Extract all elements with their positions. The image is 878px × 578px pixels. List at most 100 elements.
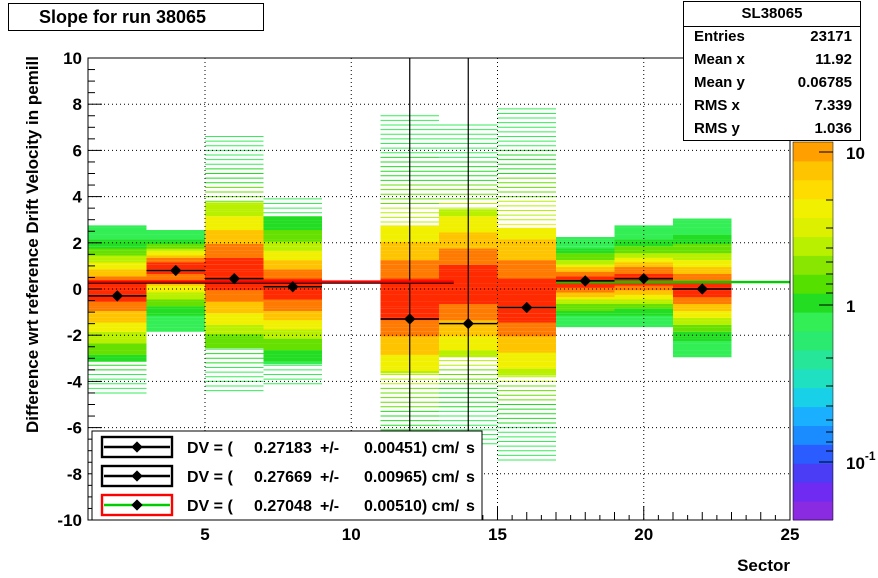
stats-key: Mean x	[694, 51, 745, 68]
color-scale-segment	[793, 160, 833, 181]
stats-key: RMS x	[694, 97, 740, 114]
legend: DV = ( 0.27183 +/- 0.00451) cm/s DV = ( 0.276…	[91, 430, 483, 521]
heatmap-column	[205, 136, 264, 392]
legend-prefix: DV = (	[187, 469, 233, 486]
y-tick-label: -4	[67, 372, 83, 391]
legend-prefix: DV = (	[187, 440, 233, 457]
y-tick-label: 2	[73, 234, 82, 253]
y-tick-label: 8	[73, 95, 82, 114]
stats-value: 0.06785	[797, 74, 852, 91]
legend-pm: +/-	[320, 498, 339, 515]
stats-key: Mean y	[694, 74, 745, 91]
y-tick-label: -2	[67, 326, 82, 345]
x-tick-label: 15	[488, 525, 507, 544]
color-scale-segment	[793, 501, 833, 521]
stats-box: SL38065 Entries 23171 Mean x 11.92 Mean …	[683, 1, 861, 141]
color-scale-segment	[793, 312, 833, 332]
data-point	[696, 283, 708, 295]
heatmap-column	[263, 198, 322, 385]
legend-pm: +/-	[320, 440, 339, 457]
stats-value: 23171	[810, 28, 852, 45]
legend-pm: +/-	[320, 469, 339, 486]
y-tick-label: 6	[73, 141, 82, 160]
data-point	[228, 272, 240, 285]
color-scale-segment	[793, 406, 833, 426]
color-scale-segment	[793, 142, 833, 162]
legend-prefix: DV = (	[187, 498, 233, 515]
data-point	[579, 275, 591, 287]
legend-swatch-frame	[100, 464, 174, 488]
y-tick-label: 0	[73, 280, 82, 299]
legend-value: 0.27183	[254, 440, 312, 457]
data-point	[521, 301, 533, 314]
x-tick-label: 20	[634, 525, 653, 544]
stats-value: 11.92	[815, 51, 852, 68]
x-tick-label: 5	[200, 525, 209, 544]
x-tick-label: 10	[342, 525, 361, 544]
color-scale-segment	[793, 331, 833, 351]
stats-row: Entries 23171	[694, 28, 852, 50]
y-tick-label: -10	[57, 511, 82, 530]
legend-entry: DV = ( 0.27048 +/- 0.00510) cm/s	[100, 493, 475, 517]
y-tick-label: 4	[73, 188, 83, 207]
stats-value: 1.036	[814, 120, 852, 137]
color-scale-segment	[793, 425, 833, 445]
data-point	[462, 317, 474, 330]
legend-entry: DV = ( 0.27183 +/- 0.00451) cm/s	[100, 435, 475, 459]
heatmap-column	[146, 230, 205, 332]
color-scale-segment	[793, 236, 833, 256]
data-point	[404, 313, 416, 325]
x-axis-label: Sector	[737, 556, 790, 575]
legend-value: 0.27669	[254, 469, 312, 486]
color-scale-segment	[793, 349, 833, 370]
stats-row: Mean y 0.06785	[694, 74, 852, 96]
heatmap-column	[614, 225, 673, 328]
legend-error: 0.00510) cm/	[364, 498, 460, 515]
legend-unit: s	[466, 498, 475, 515]
color-scale-segment	[793, 293, 833, 313]
chart-title: Slope for run 38065	[39, 7, 207, 27]
legend-value: 0.27048	[254, 498, 312, 515]
legend-swatch-marker	[131, 470, 143, 482]
stats-name: SL38065	[684, 2, 860, 27]
heatmap-column	[673, 218, 732, 358]
x-axis: 5 10 15 20 25	[87, 506, 800, 544]
color-scale: 10 1 10-1	[792, 141, 876, 521]
x-tick-label: 25	[781, 525, 800, 544]
color-scale-frame	[792, 141, 834, 521]
y-tick-label: 10	[63, 49, 82, 68]
legend-unit: s	[466, 440, 475, 457]
title-box: Slope for run 38065	[8, 3, 264, 31]
color-scale-segment	[793, 463, 833, 483]
stats-row: RMS x 7.339	[694, 97, 852, 119]
legend-entry: DV = ( 0.27669 +/- 0.00965) cm/s	[100, 464, 475, 488]
legend-error: 0.00965) cm/	[364, 469, 460, 486]
stats-value: 7.339	[814, 97, 852, 114]
color-scale-segment	[793, 368, 833, 389]
color-scale-segment	[793, 444, 833, 464]
y-axis: -10 -8 -6 -4 -2 0 2 4 6 8 10	[57, 49, 102, 530]
legend-error: 0.00451) cm/	[364, 440, 460, 457]
legend-swatch-marker	[131, 441, 143, 453]
color-scale-label: 10-1	[846, 449, 876, 473]
color-scale-segment	[793, 482, 833, 502]
legend-swatch-frame	[100, 435, 174, 459]
color-scale-segment	[793, 217, 833, 237]
y-tick-label: -6	[67, 419, 82, 438]
legend-unit: s	[466, 469, 475, 486]
color-scale-label: 1	[846, 297, 855, 316]
stats-row: Mean x 11.92	[694, 51, 852, 73]
stats-key: Entries	[694, 28, 745, 45]
stats-row: RMS y 1.036	[694, 120, 852, 142]
color-scale-label: 10	[846, 144, 865, 163]
color-scale-segment	[793, 274, 833, 294]
data-point	[638, 272, 650, 285]
y-tick-label: -8	[67, 465, 82, 484]
data-point	[170, 264, 182, 277]
profile-points	[88, 264, 732, 330]
color-scale-segment	[793, 255, 833, 275]
stats-key: RMS y	[694, 120, 740, 137]
color-scale-segment	[793, 198, 833, 219]
color-scale-segment	[793, 179, 833, 200]
